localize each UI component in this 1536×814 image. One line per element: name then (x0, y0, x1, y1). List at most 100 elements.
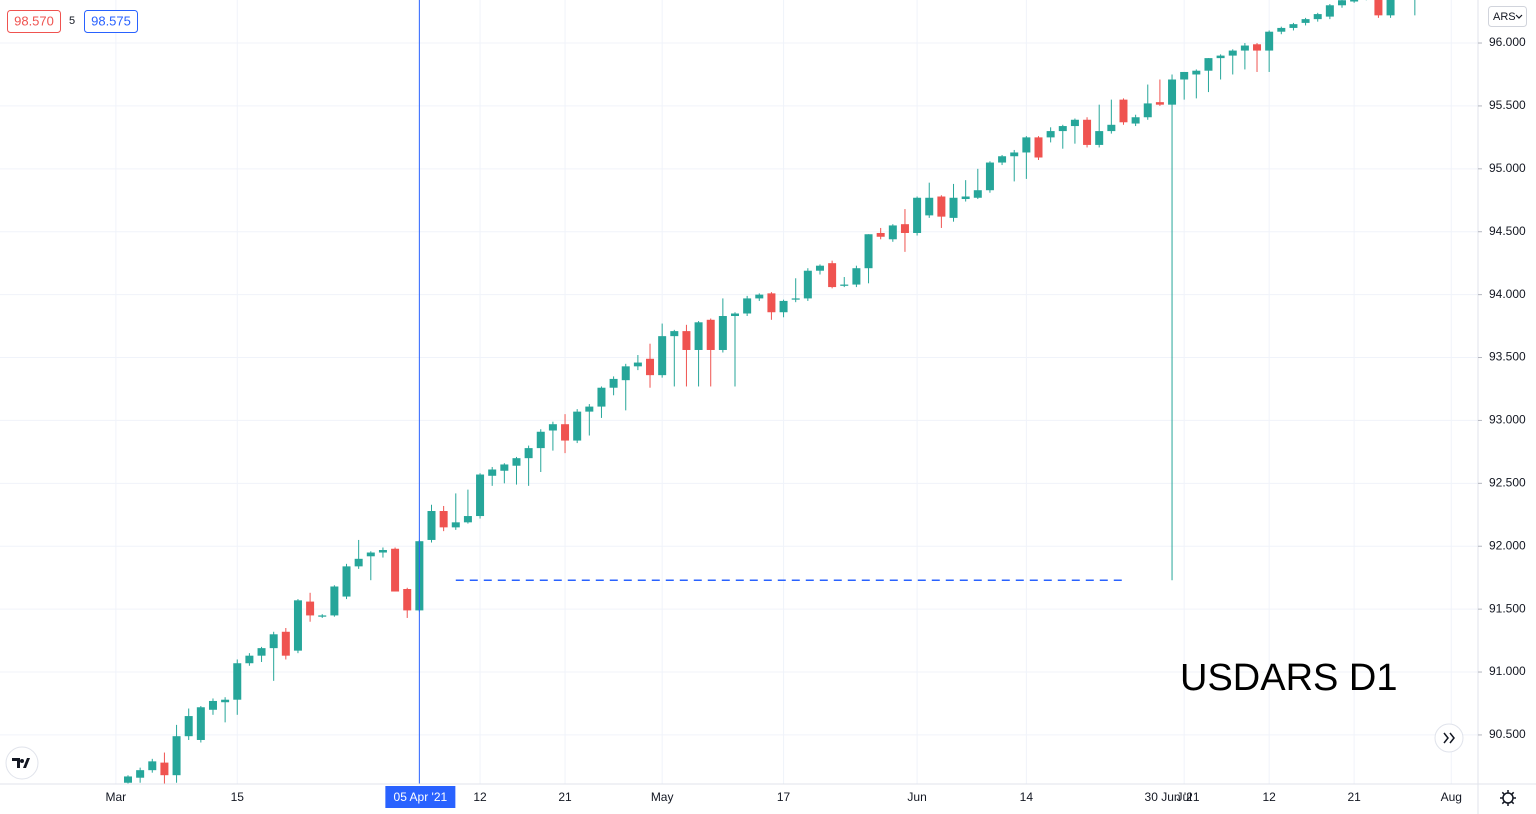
candle-body (1277, 27, 1286, 32)
x-tick-label: 21 (558, 790, 572, 804)
candle-body (269, 634, 278, 649)
gear-teeth (1500, 790, 1516, 806)
candle-body (257, 648, 266, 656)
x-tick-label: 14 (1020, 790, 1034, 804)
candle-body (439, 511, 448, 528)
candle-body (463, 516, 472, 523)
candle-body (1168, 79, 1177, 105)
logo-dot (20, 759, 24, 763)
candle-body (767, 293, 776, 313)
candle-body (706, 319, 715, 350)
y-tick-label: 91.000 (1489, 664, 1526, 678)
candle-body (998, 156, 1007, 163)
x-tick-label: Aug (1441, 790, 1462, 804)
candle-body (1313, 14, 1322, 20)
candle-body (488, 469, 497, 476)
watermark: USDARS D1 (1180, 657, 1398, 699)
scroll-icon (1443, 732, 1455, 744)
y-tick-label: 96.000 (1489, 35, 1526, 49)
candle-body (1046, 131, 1055, 138)
sell-price: 98.570 (14, 13, 54, 28)
sell-box[interactable] (7, 10, 61, 33)
candle-body (1386, 0, 1395, 16)
candle-body (148, 761, 157, 771)
candle-body (803, 270, 812, 299)
candle-body (160, 762, 169, 776)
y-tick-label: 90.500 (1489, 727, 1526, 741)
candle-body (196, 707, 205, 740)
candle-body (815, 265, 824, 271)
crosshair-label-box (385, 786, 456, 808)
candle-body (476, 474, 485, 517)
buy-box[interactable] (84, 10, 138, 33)
candle-body (900, 224, 909, 233)
candle-body (852, 268, 861, 285)
candle-body (1010, 152, 1019, 157)
candle-body (318, 615, 327, 617)
candle-body (1374, 0, 1383, 16)
candle-body (136, 770, 145, 778)
dropdown-chevron (1515, 14, 1523, 19)
candle-body (1265, 31, 1274, 51)
y-tick-label: 95.000 (1489, 161, 1526, 175)
candle-body (973, 190, 982, 198)
candle-body (1095, 131, 1104, 145)
candle-body (609, 378, 618, 388)
candle-body (1034, 137, 1043, 158)
candle-body (342, 566, 351, 597)
x-tick-label: 17 (777, 790, 791, 804)
y-tick-label: 91.500 (1489, 601, 1526, 615)
settings-button[interactable] (1500, 790, 1516, 806)
candle-body (1131, 117, 1140, 124)
candle-body (731, 313, 739, 317)
candle-body (646, 358, 655, 376)
x-tick-label: Mar (106, 790, 127, 804)
candle-body (1180, 71, 1189, 80)
candle-body (937, 196, 946, 217)
candle-body (561, 424, 570, 441)
candle-body (281, 631, 290, 656)
candle-body (1204, 58, 1213, 71)
candle-body (1083, 119, 1092, 145)
x-tick-label: 12 (1262, 790, 1276, 804)
currency-dropdown[interactable] (1488, 6, 1527, 27)
spread: 5 (69, 15, 75, 27)
candle-body (670, 331, 679, 337)
candle-body (864, 234, 873, 269)
x-tick-label: Jul (1177, 790, 1192, 804)
candle-body (658, 336, 667, 376)
candle-body (293, 600, 302, 651)
buy-price: 98.575 (91, 13, 131, 28)
candle-body (1253, 44, 1262, 51)
y-tick-label: 95.500 (1489, 98, 1526, 112)
candle-body (124, 776, 132, 783)
candle-body (621, 366, 630, 381)
candle-body (573, 411, 582, 441)
candle-body (306, 601, 315, 616)
candle-body (585, 406, 594, 412)
candle-body (1119, 99, 1128, 123)
candle-body (985, 162, 994, 191)
candle-body (330, 586, 339, 616)
candle-body (403, 589, 412, 611)
x-tick-label: 21 (1347, 790, 1361, 804)
candle-body (949, 197, 958, 218)
logo-mark (12, 758, 30, 768)
candle-body (743, 298, 752, 314)
candle-body (500, 464, 509, 471)
y-tick-label: 94.500 (1489, 224, 1526, 238)
plot-area (124, 0, 1416, 784)
axes: 90.500 91.000 91.500 92.000 92.500 93.000 93.5… (106, 35, 1526, 808)
candle-body (548, 424, 557, 431)
scroll-to-end-button[interactable] (1434, 723, 1464, 753)
candle-body (354, 558, 363, 567)
candle-body (451, 522, 460, 528)
candle-body (512, 458, 521, 466)
candle-body (1155, 102, 1164, 105)
y-tick-label: 94.000 (1489, 287, 1526, 301)
crosshair-label: 05 Apr '21 (394, 790, 448, 804)
candle-body (184, 716, 193, 737)
y-tick-label: 93.500 (1489, 350, 1526, 364)
